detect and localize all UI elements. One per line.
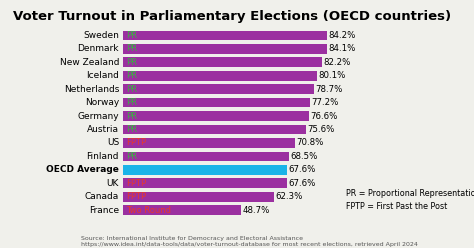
Text: PR: PR xyxy=(126,112,137,121)
Text: 67.6%: 67.6% xyxy=(288,179,316,188)
Text: 67.6%: 67.6% xyxy=(288,165,316,174)
Bar xyxy=(123,84,314,94)
Text: 68.5%: 68.5% xyxy=(291,152,318,161)
Text: 76.6%: 76.6% xyxy=(310,112,337,121)
Title: Voter Turnout in Parliamentary Elections (OECD countries): Voter Turnout in Parliamentary Elections… xyxy=(13,10,451,23)
Text: Source: International Institute for Democracy and Electoral Assistance
https://w: Source: International Institute for Demo… xyxy=(81,236,418,247)
Text: PR: PR xyxy=(126,58,137,67)
Text: PR: PR xyxy=(126,31,137,40)
Bar xyxy=(123,192,274,202)
Text: 48.7%: 48.7% xyxy=(242,206,270,215)
Bar xyxy=(123,44,327,54)
Text: Sweden: Sweden xyxy=(83,31,119,40)
Text: New Zealand: New Zealand xyxy=(60,58,119,67)
Text: OECD Average: OECD Average xyxy=(46,165,119,174)
Bar xyxy=(123,165,287,175)
Text: 84.1%: 84.1% xyxy=(328,44,356,53)
Bar xyxy=(123,178,287,188)
Text: FPTP: FPTP xyxy=(126,179,146,188)
Text: US: US xyxy=(107,138,119,147)
Bar xyxy=(123,205,241,215)
Text: PR: PR xyxy=(126,44,137,53)
Text: 70.8%: 70.8% xyxy=(296,138,323,147)
Text: UK: UK xyxy=(107,179,119,188)
Text: FPTP: FPTP xyxy=(126,192,146,201)
Text: 84.2%: 84.2% xyxy=(328,31,356,40)
Bar xyxy=(123,138,295,148)
Text: 77.2%: 77.2% xyxy=(311,98,339,107)
Text: PR: PR xyxy=(126,71,137,80)
Text: Germany: Germany xyxy=(77,112,119,121)
Text: Netherlands: Netherlands xyxy=(64,85,119,94)
Text: 82.2%: 82.2% xyxy=(324,58,351,67)
Text: PR: PR xyxy=(126,85,137,94)
Text: Austria: Austria xyxy=(87,125,119,134)
Text: PR: PR xyxy=(126,125,137,134)
Text: Two Round: Two Round xyxy=(126,206,171,215)
Text: PR: PR xyxy=(126,152,137,161)
Bar xyxy=(123,31,327,40)
Text: Norway: Norway xyxy=(85,98,119,107)
Text: 75.6%: 75.6% xyxy=(308,125,335,134)
Text: PR: PR xyxy=(126,98,137,107)
Text: 80.1%: 80.1% xyxy=(319,71,346,80)
Text: FPTP: FPTP xyxy=(126,138,146,147)
Text: 62.3%: 62.3% xyxy=(275,192,303,201)
Bar xyxy=(123,71,317,81)
Text: Canada: Canada xyxy=(85,192,119,201)
Text: Finland: Finland xyxy=(87,152,119,161)
Bar xyxy=(123,57,322,67)
Text: Denmark: Denmark xyxy=(78,44,119,53)
Bar xyxy=(123,152,289,161)
Text: France: France xyxy=(89,206,119,215)
Bar xyxy=(123,111,309,121)
Text: 78.7%: 78.7% xyxy=(315,85,343,94)
Text: PR = Proportional Representation
FPTP = First Past the Post: PR = Proportional Representation FPTP = … xyxy=(346,189,474,211)
Bar xyxy=(123,98,310,107)
Bar xyxy=(123,125,306,134)
Text: Iceland: Iceland xyxy=(86,71,119,80)
